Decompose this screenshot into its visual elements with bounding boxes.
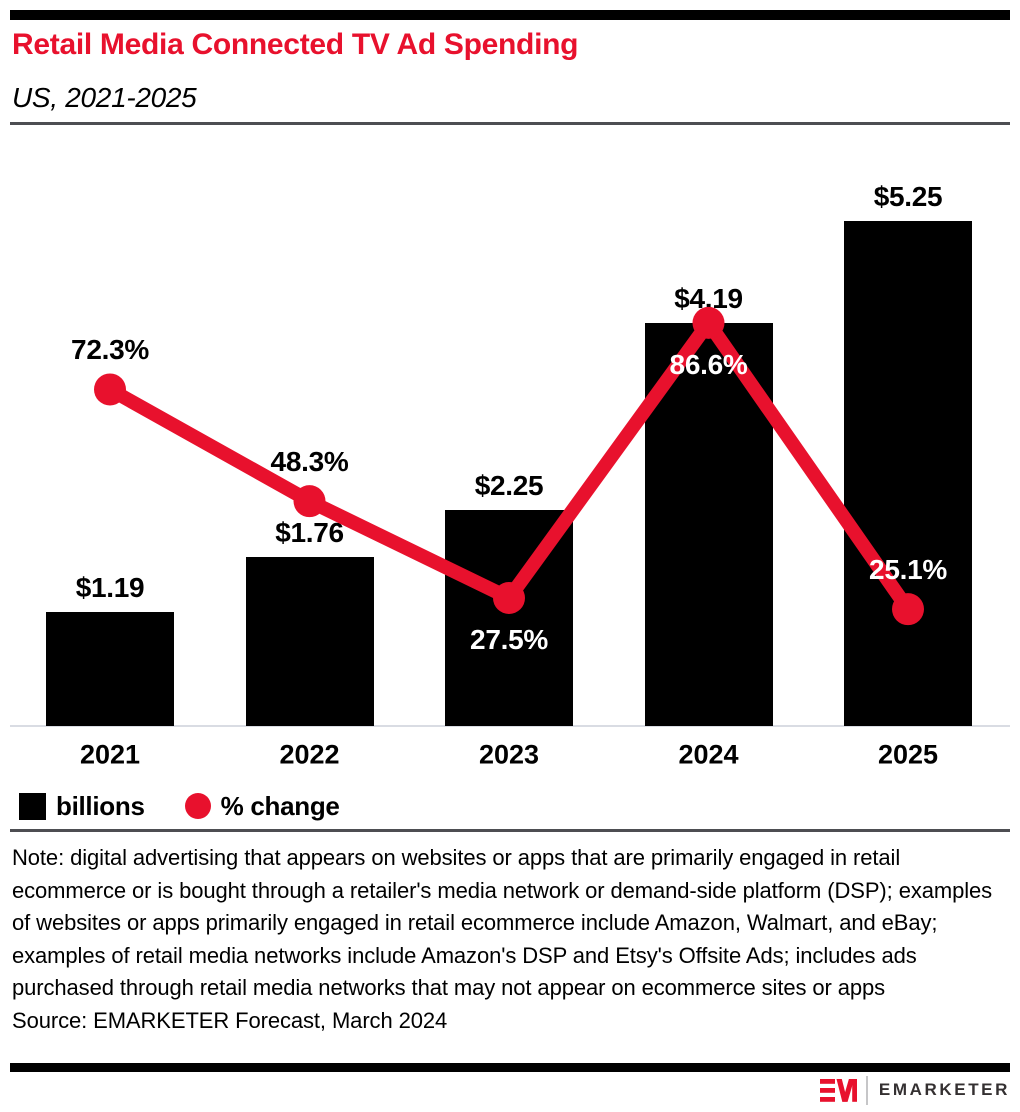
pct-label-2025: 25.1% <box>869 554 947 586</box>
source-text: Source: EMARKETER Forecast, March 2024 <box>12 1007 448 1033</box>
bottom-accent-bar <box>10 1063 1010 1072</box>
page-subtitle: US, 2021-2025 <box>12 82 197 113</box>
x-axis-label-2025: 2025 <box>877 739 939 770</box>
plot-area: $1.19 $1.76 $2.25 $4.19 $5.25 72.3% 48.3% 27.5%… <box>10 140 1010 727</box>
emarketer-wordmark: EMARKETER <box>878 1080 1010 1099</box>
bar-value-label-2022: $1.76 <box>275 516 344 548</box>
legend: billions % change <box>19 790 340 821</box>
bar-2021 <box>46 611 174 726</box>
pct-point-2022 <box>293 485 326 518</box>
bar-2022 <box>245 556 374 726</box>
legend-divider <box>10 829 1010 832</box>
pct-point-2024 <box>692 306 725 339</box>
x-axis-line <box>10 725 1010 727</box>
pct-label-2024: 86.6% <box>669 348 748 380</box>
x-axis-label-2021: 2021 <box>79 739 141 770</box>
x-axis-label-2022: 2022 <box>279 739 340 770</box>
pct-change-line-chart <box>94 306 924 626</box>
pct-label-2022: 48.3% <box>270 446 349 478</box>
pct-point-2023 <box>493 581 525 614</box>
note-block: Note: digital advertising that appears o… <box>12 842 1012 1037</box>
bar-value-label-2021: $1.19 <box>75 571 145 603</box>
pct-label-2023: 27.5% <box>470 623 548 655</box>
x-axis-label-2024: 2024 <box>678 739 739 770</box>
x-axis-label-2023: 2023 <box>478 739 540 770</box>
bar-value-label-2023: $2.25 <box>474 469 544 501</box>
page-title: Retail Media Connected TV Ad Spending <box>12 28 579 61</box>
em-monogram-icon <box>819 1078 857 1102</box>
pct-label-2021: 72.3% <box>71 334 149 366</box>
pct-point-2021 <box>94 373 126 406</box>
top-accent-bar <box>10 10 1010 20</box>
emarketer-logo: EMARKETER <box>819 1075 1010 1105</box>
legend-label-billions: billions <box>56 790 145 821</box>
pct-change-line <box>106 310 914 614</box>
pct-change-swatch-icon <box>184 793 211 819</box>
note-text: Note: digital advertising that appears o… <box>12 845 993 1000</box>
logo-divider <box>865 1075 868 1105</box>
pct-point-2025 <box>892 593 924 626</box>
header-divider <box>10 122 1010 125</box>
bar-2025 <box>844 220 972 726</box>
billions-swatch-icon <box>19 792 46 820</box>
legend-label-pct-change: % change <box>220 790 340 821</box>
bar-value-label-2025: $5.25 <box>873 180 943 212</box>
